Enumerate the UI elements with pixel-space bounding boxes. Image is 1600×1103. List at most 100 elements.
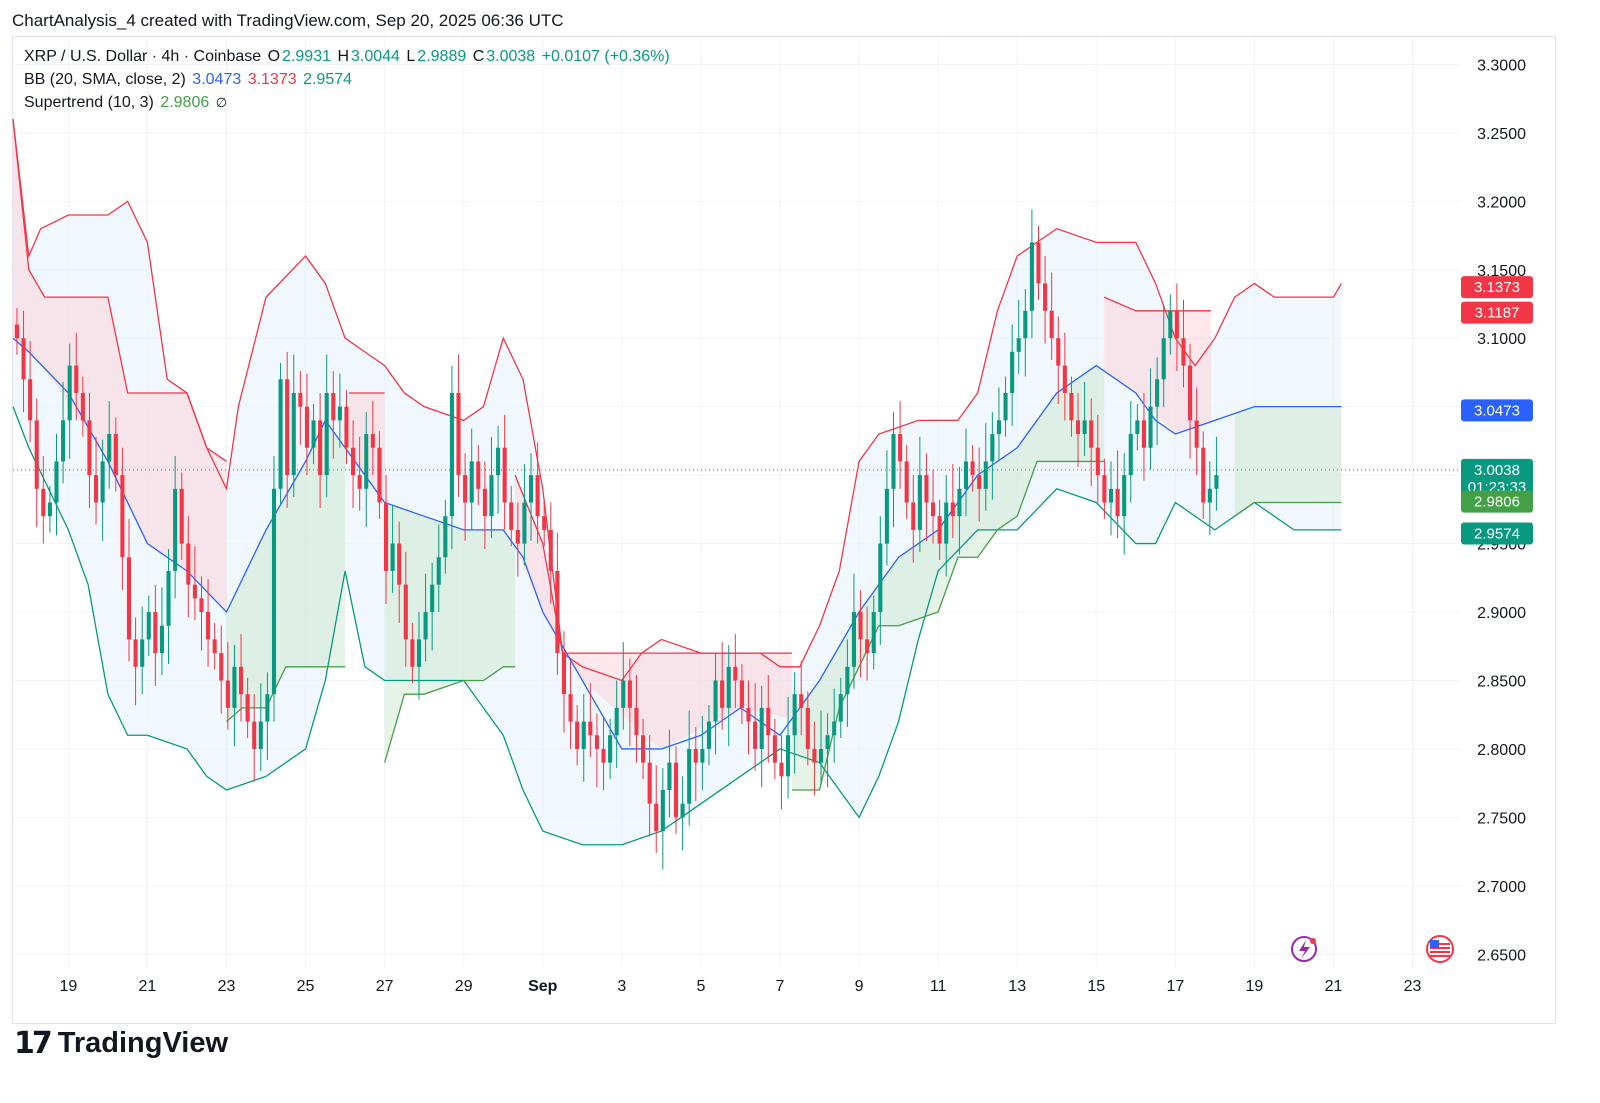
- tradingview-brand: TradingView: [57, 1027, 229, 1059]
- candle-body: [700, 748, 705, 763]
- candle-body: [1135, 420, 1140, 435]
- candle-body: [614, 707, 619, 736]
- candle-body: [706, 721, 712, 749]
- candle-body: [904, 461, 909, 503]
- candle-body: [456, 392, 461, 476]
- candle-body: [252, 721, 257, 749]
- candle-body: [496, 447, 501, 476]
- candle-body: [963, 461, 969, 489]
- candle-body: [113, 434, 118, 476]
- candle-body: [61, 420, 66, 462]
- candle-body: [430, 584, 435, 613]
- candle-body: [225, 680, 230, 708]
- candle-body: [753, 721, 758, 749]
- candle-body: [641, 735, 646, 763]
- supertrend-line-down: [514, 474, 792, 654]
- legend-c-label: C: [472, 48, 485, 65]
- candle-body: [766, 707, 771, 736]
- candle-body: [364, 434, 369, 489]
- legend-bb-upper: 3.1373: [247, 71, 297, 88]
- candle-body: [759, 707, 764, 749]
- candle-body: [957, 488, 962, 517]
- candle-body: [1108, 488, 1114, 503]
- candle-body: [845, 666, 850, 695]
- candle-body: [561, 653, 567, 695]
- price-tag: [1461, 301, 1533, 324]
- x-axis-tick-label: 29: [455, 978, 473, 995]
- candle-body: [344, 406, 349, 448]
- legend-o-value: 2.9931: [282, 48, 331, 65]
- candle-body: [140, 639, 145, 667]
- candle-body: [285, 379, 290, 476]
- candle-body: [476, 461, 481, 489]
- legend-supertrend[interactable]: Supertrend (10, 3) 2.9806 ∅: [24, 94, 229, 112]
- candle-body: [673, 762, 679, 818]
- x-axis-tick-label: 19: [1246, 978, 1264, 995]
- candle-body: [601, 748, 606, 763]
- candle-body: [1188, 365, 1193, 421]
- candle-body: [265, 694, 270, 722]
- candle-body: [812, 748, 817, 763]
- candle-body: [423, 612, 428, 640]
- candle-body: [1010, 351, 1015, 393]
- candle-body: [232, 666, 237, 708]
- candle-body: [713, 680, 718, 722]
- candle-body: [173, 488, 178, 571]
- hide-indicator-icon[interactable]: ∅: [215, 95, 228, 110]
- y-axis-tick-label: 3.2500: [1477, 126, 1526, 143]
- y-axis-tick-label: 3.1500: [1477, 263, 1526, 280]
- candle-body: [436, 557, 441, 585]
- legend-bb-lower: 2.9574: [303, 71, 353, 88]
- candle-body: [792, 694, 797, 736]
- candle-body: [1075, 420, 1081, 435]
- price-tag-label: 3.1373: [1474, 279, 1520, 296]
- y-axis-tick-label: 3.3000: [1477, 57, 1526, 74]
- x-axis-tick-label: 9: [855, 978, 864, 995]
- price-tag: [1461, 399, 1533, 422]
- candle-body: [278, 379, 283, 489]
- price-tag: [1461, 490, 1533, 513]
- candle-body: [383, 502, 389, 571]
- lightning-glyph-icon: [1299, 940, 1310, 959]
- legend-bb[interactable]: BB (20, SMA, close, 2) 3.0473 3.1373 2.9…: [24, 71, 354, 89]
- legend-symbol[interactable]: XRP / U.S. Dollar · 4h · Coinbase: [24, 48, 262, 65]
- candle-body: [581, 721, 586, 749]
- tradingview-logo[interactable]: 17 TradingView: [14, 1026, 228, 1061]
- candle-body: [1043, 283, 1048, 311]
- candle-body: [304, 406, 309, 448]
- candle-body: [693, 748, 698, 763]
- candle-body: [594, 735, 599, 749]
- y-axis-tick-label: 3.2000: [1477, 194, 1526, 211]
- candle-body: [878, 543, 883, 613]
- price-tag-label: 3.0473: [1474, 402, 1520, 419]
- candle-body: [357, 475, 362, 489]
- legend-c-value: 3.0038: [486, 48, 536, 65]
- x-axis-tick-label: 17: [1166, 978, 1184, 995]
- price-tag-label: 3.0038: [1474, 462, 1520, 479]
- candle-body: [74, 365, 79, 393]
- candle-body: [397, 543, 402, 585]
- x-axis-tick-label: 21: [1325, 978, 1343, 995]
- candle-body: [443, 516, 448, 558]
- candle-body: [1062, 365, 1067, 393]
- candle-body: [54, 461, 59, 503]
- candle-body: [627, 680, 632, 708]
- candle-body: [884, 488, 889, 544]
- candle-body: [1122, 475, 1127, 517]
- candle-body: [1115, 488, 1120, 517]
- legend-o-label: O: [267, 48, 281, 65]
- candle-body: [403, 584, 408, 640]
- candle-body: [667, 762, 672, 791]
- candle-body: [67, 365, 72, 421]
- candle-body: [996, 420, 1001, 435]
- candle-body: [377, 447, 382, 503]
- candle-body: [588, 721, 593, 736]
- candle-body: [80, 392, 85, 421]
- candle-body: [245, 694, 250, 722]
- price-tag: [1461, 458, 1533, 497]
- x-axis-tick-label: 19: [59, 978, 77, 995]
- candle-body: [1201, 447, 1206, 503]
- candle-body: [1082, 420, 1087, 435]
- candle-body: [515, 529, 520, 544]
